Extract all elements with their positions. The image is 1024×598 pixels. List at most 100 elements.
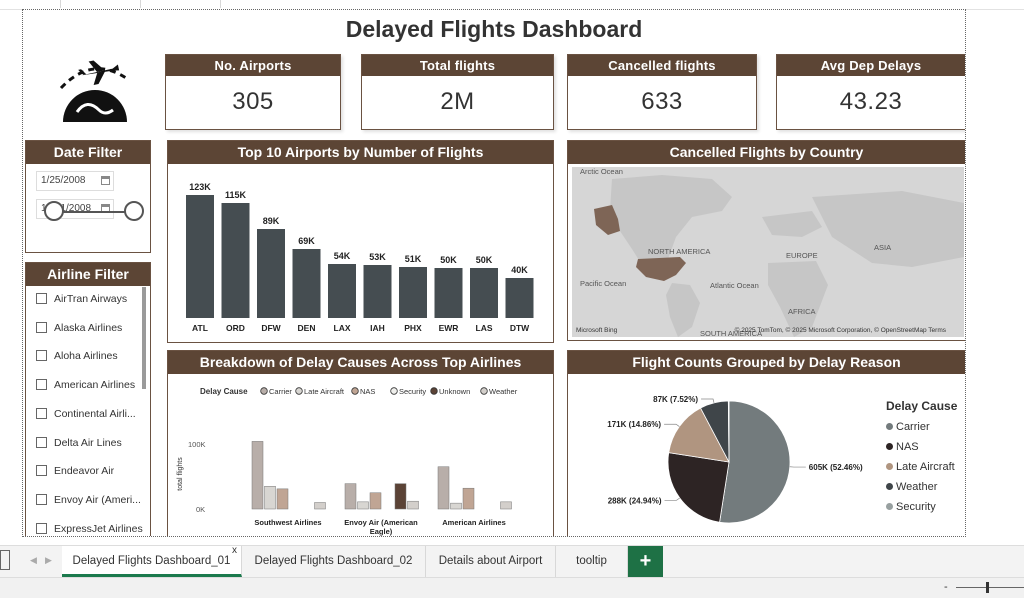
zoom-out-icon[interactable]: -: [944, 581, 948, 593]
bing-logo: Microsoft Bing: [576, 327, 618, 334]
tab-dashboard-01[interactable]: Delayed Flights Dashboard_01 x: [62, 545, 242, 577]
kpi-cancelled-flights: Cancelled flights 633: [567, 54, 757, 130]
airline-option[interactable]: American Airlines: [36, 379, 148, 399]
bar-weather: [407, 500, 419, 510]
zoom-slider-track[interactable]: [956, 587, 1024, 588]
chart-title: Breakdown of Delay Causes Across Top Air…: [168, 351, 553, 374]
bar-IAH: [363, 265, 392, 318]
checkbox[interactable]: [36, 379, 47, 391]
add-tab-button[interactable]: +: [628, 546, 663, 577]
tab-scroll-left-icon[interactable]: ◀: [30, 555, 37, 565]
legend-label: NAS: [896, 441, 919, 453]
map-label: ASIA: [874, 243, 892, 252]
legend-marker: [351, 387, 359, 395]
x-tick-label: DTW: [510, 323, 530, 333]
checkbox[interactable]: [36, 522, 47, 534]
legend-marker: [886, 483, 893, 490]
map-label: NORTH AMERICA: [648, 247, 711, 256]
bar-data-label: 50K: [476, 255, 493, 265]
legend-item[interactable]: NAS: [886, 437, 965, 457]
legend-label: Security: [896, 501, 936, 513]
zoom-slider-thumb[interactable]: [986, 582, 989, 593]
airline-option[interactable]: Alaska Airlines: [36, 321, 148, 342]
airline-label: Continental Airli...: [54, 407, 136, 420]
date-slider-track[interactable]: [52, 211, 134, 213]
checkbox[interactable]: [36, 321, 47, 333]
alaska-highlight[interactable]: [594, 205, 620, 235]
bar-LAX: [328, 264, 356, 318]
tab-dashboard-02[interactable]: Delayed Flights Dashboard_02: [242, 546, 426, 577]
asia-landmass: [812, 191, 964, 267]
map-footer: Microsoft Bing © 2025 TomTom, © 2025 Mic…: [572, 327, 964, 337]
pie-legend: Delay Cause Carrier NAS Late Aircraft Weath…: [886, 399, 965, 517]
bar-ORD: [221, 203, 250, 318]
legend-entry: NAS: [360, 387, 375, 396]
checkbox[interactable]: [36, 350, 47, 362]
column-divider: [60, 0, 61, 8]
tab-menu-icon[interactable]: [0, 550, 10, 570]
bar-DFW: [257, 229, 285, 318]
bar-data-label: 50K: [440, 255, 457, 265]
airline-option[interactable]: Endeavor Air: [36, 465, 148, 485]
chart-title: Flight Counts Grouped by Delay Reason: [568, 351, 965, 374]
legend-label: Late Aircraft: [896, 461, 955, 473]
kpi-label: Cancelled flights: [568, 55, 756, 76]
bar-data-label: 51K: [405, 254, 422, 264]
tab-details-airport[interactable]: Details about Airport: [426, 546, 556, 577]
chart-title: Top 10 Airports by Number of Flights: [168, 141, 553, 164]
pie-data-label: 171K (14.86%): [607, 420, 661, 429]
legend-marker: [480, 387, 488, 395]
airline-label: Aloha Airlines: [54, 350, 118, 363]
legend-item[interactable]: Weather: [886, 477, 965, 497]
airline-option[interactable]: Continental Airli...: [36, 407, 148, 428]
checkbox[interactable]: [36, 465, 47, 477]
pie-slice-security: [727, 400, 730, 463]
x-tick-label: IAH: [370, 323, 385, 333]
airline-option[interactable]: ExpressJet Airlines: [36, 522, 148, 535]
legend-marker: [260, 387, 268, 395]
kpi-airports: No. Airports 305: [165, 54, 341, 130]
checkbox[interactable]: [36, 293, 47, 304]
bar-carrier: [437, 466, 450, 510]
legend-item[interactable]: Carrier: [886, 417, 965, 437]
pie-slice-carrier: [719, 400, 791, 524]
legend-item[interactable]: Late Aircraft: [886, 457, 965, 477]
bar-nas: [369, 492, 382, 510]
world-map[interactable]: Arctic Ocean NORTH AMERICA EUROPE ASIA P…: [572, 167, 964, 337]
legend-marker: [886, 503, 893, 510]
column-divider: [220, 0, 221, 8]
tab-scroll-right-icon[interactable]: ▶: [45, 555, 52, 565]
calendar-icon[interactable]: [101, 176, 110, 185]
checkbox[interactable]: [36, 407, 47, 419]
bar-nas: [462, 487, 475, 510]
airline-list-scrollbar[interactable]: [142, 287, 146, 389]
x-tick-label: American Airlines: [442, 518, 506, 527]
airline-option[interactable]: Delta Air Lines: [36, 436, 148, 457]
checkbox[interactable]: [36, 436, 47, 448]
usa-highlight[interactable]: [636, 257, 686, 281]
tab-tooltip[interactable]: tooltip: [556, 546, 628, 577]
airline-option[interactable]: Envoy Air (Ameri...: [36, 493, 148, 514]
date-slider-start-handle[interactable]: [44, 201, 64, 221]
bar-ATL: [186, 195, 214, 318]
airline-option[interactable]: AirTran Airways: [36, 293, 148, 313]
x-tick-label: DFW: [261, 323, 281, 333]
map-attribution[interactable]: © 2025 TomTom, © 2025 Microsoft Corporat…: [734, 327, 946, 334]
pie-slice-nas: [667, 452, 730, 523]
legend-item[interactable]: Security: [886, 497, 965, 517]
bar-carrier: [251, 441, 264, 510]
date-filter-panel: Date Filter 1/25/2008 12/31/2008: [25, 140, 151, 253]
map-label: Atlantic Ocean: [710, 281, 759, 290]
bar-carrier: [344, 483, 357, 510]
bar-data-label: 123K: [189, 182, 211, 192]
close-icon[interactable]: x: [232, 545, 237, 556]
start-date-input[interactable]: 1/25/2008: [36, 171, 114, 191]
checkbox[interactable]: [36, 493, 47, 505]
date-slider-end-handle[interactable]: [124, 201, 144, 221]
south-america-landmass: [666, 283, 700, 337]
legend-marker: [390, 387, 398, 395]
bar-DEN: [292, 249, 321, 318]
airline-option[interactable]: Aloha Airlines: [36, 350, 148, 370]
pie-slice-late-aircraft: [668, 407, 730, 463]
legend-entry: Weather: [489, 387, 518, 396]
